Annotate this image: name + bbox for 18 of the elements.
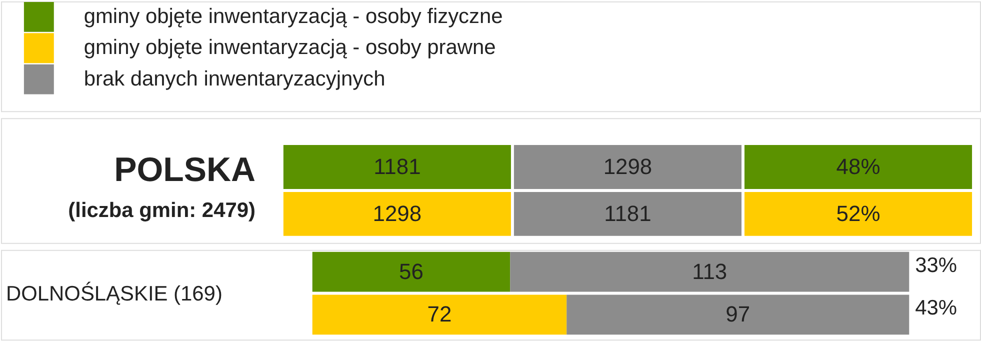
text: (liczba gmin: 2479) <box>68 198 256 222</box>
data-label: 56 <box>399 258 424 284</box>
data-label: 1298 <box>603 154 652 179</box>
text: 33% <box>915 254 958 277</box>
legend-label: gminy objęte inwentaryzacją - osoby prawne <box>84 36 496 60</box>
text: 43% <box>915 296 958 320</box>
chart-title: POLSKA <box>114 150 256 189</box>
legend-label: gminy objęte inwentaryzacją - osoby fizyczne <box>84 4 503 28</box>
data-label: 113 <box>692 258 728 284</box>
data-label: 1181 <box>604 200 652 226</box>
y-axis-title: DOLNOŚLĄSKIE (169) <box>6 282 222 306</box>
legend-label: brak danych inwentaryzacyjnych <box>84 67 386 90</box>
data-label: 72 <box>427 302 452 327</box>
data-label: 52% <box>836 200 880 226</box>
data-label: 1181 <box>374 154 421 179</box>
data-label: 1298 <box>372 200 422 226</box>
data-label: 48% <box>836 154 880 179</box>
data-label: 97 <box>726 302 750 327</box>
